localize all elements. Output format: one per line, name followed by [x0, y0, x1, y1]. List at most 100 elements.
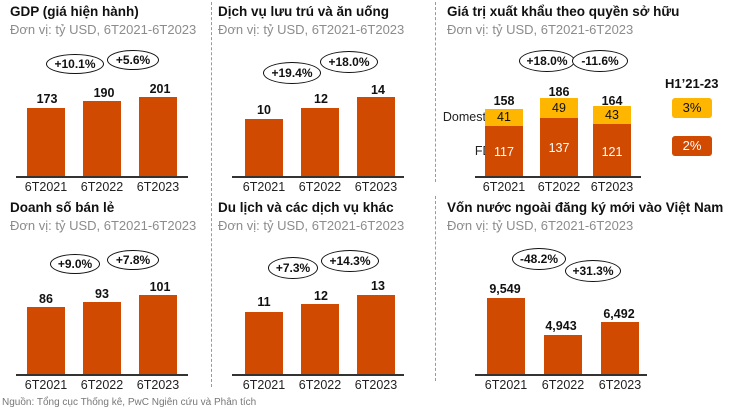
panel-fdi-new: Vốn nước ngoài đăng ký mới vào Việt Nam …: [447, 200, 730, 392]
domestic-value: 49: [552, 101, 566, 115]
panel-tourism: Du lịch và các dịch vụ khác Đơn vị: tỷ U…: [218, 200, 433, 392]
panel-exports: Giá trị xuất khẩu theo quyền sở hữu Đơn …: [443, 4, 730, 194]
x-tick-label: 6T2022: [541, 378, 585, 392]
x-tick-label: 6T2023: [136, 180, 180, 194]
x-tick-label: 6T2022: [298, 180, 342, 194]
bar: [245, 119, 283, 176]
x-tick-label: 6T2022: [298, 378, 342, 392]
x-axis: [475, 176, 641, 178]
panel-subtitle: Đơn vị: tỷ USD, 6T2021-6T2023: [447, 22, 634, 37]
x-tick-label: 6T2021: [484, 378, 528, 392]
x-tick-label: 6T2023: [598, 378, 642, 392]
bar-value: 173: [36, 92, 58, 106]
bar-value: 101: [149, 280, 171, 294]
divider-left: [211, 2, 212, 387]
domestic-value: 41: [497, 110, 511, 124]
bar-value: 12: [314, 92, 328, 106]
x-axis: [232, 374, 404, 376]
x-tick-label: 6T2023: [354, 378, 398, 392]
bar-value: 12: [314, 289, 328, 303]
source-note: Nguồn: Tổng cục Thống kê, PwC Ngiên cứu …: [2, 397, 257, 408]
panel-title: Giá trị xuất khẩu theo quyền sở hữu: [447, 4, 680, 19]
bar-fdi: [540, 118, 578, 176]
bar: [27, 108, 65, 176]
panel-subtitle: Đơn vị: tỷ USD, 6T2021-6T2023: [10, 218, 197, 233]
x-tick-label: 6T2021: [482, 180, 526, 194]
bar: [301, 108, 339, 176]
panel-gdp: GDP (giá hiện hành) Đơn vị: tỷ USD, 6T20…: [10, 4, 205, 194]
bar-total: 164: [601, 94, 623, 108]
growth-badge: -48.2%: [512, 248, 566, 270]
bar: [27, 307, 65, 374]
fdi-value: 121: [601, 145, 623, 159]
divider-right-bottom: [435, 196, 436, 381]
bar: [139, 97, 177, 176]
growth-badge: +19.4%: [263, 62, 321, 84]
panel-subtitle: Đơn vị: tỷ USD, 6T2021-6T2023: [10, 22, 197, 37]
bar: [487, 298, 525, 374]
x-axis: [232, 176, 404, 178]
bar-value: 13: [371, 279, 385, 293]
panel-title: Vốn nước ngoài đăng ký mới vào Việt Nam: [447, 200, 724, 215]
panel-title: Doanh số bán lẻ: [10, 200, 115, 215]
growth-badge: +7.3%: [268, 257, 318, 279]
growth-badge: +5.6%: [107, 50, 159, 70]
growth-badge: +31.3%: [565, 260, 621, 282]
bar-value: 10: [257, 103, 271, 117]
bar-domestic: [485, 109, 523, 126]
growth-badge: +9.0%: [50, 254, 100, 274]
bar-domestic: [540, 98, 578, 118]
bar: [357, 295, 395, 374]
legend-domestic: 3%: [672, 98, 712, 118]
panel-title: Du lịch và các dịch vụ khác: [218, 200, 394, 215]
fdi-value: 137: [548, 141, 570, 155]
panel-subtitle: Đơn vị: tỷ USD, 6T2021-6T2023: [447, 218, 634, 233]
bar-fdi: [485, 126, 523, 176]
bar-value: 86: [39, 292, 53, 306]
bar-total: 158: [493, 94, 515, 108]
panel-title: GDP (giá hiện hành): [10, 4, 139, 19]
x-axis: [475, 374, 647, 376]
domestic-value: 43: [605, 108, 619, 122]
panel-title: Dịch vụ lưu trú và ăn uống: [218, 4, 390, 19]
bar-value: 190: [93, 86, 115, 100]
series-label-domestic: Domestic: [442, 110, 495, 124]
panel-retail: Doanh số bán lẻ Đơn vị: tỷ USD, 6T2021-6…: [10, 200, 205, 392]
bar: [301, 304, 339, 374]
x-tick-label: 6T2021: [242, 180, 286, 194]
x-tick-label: 6T2023: [354, 180, 398, 194]
bar-value: 201: [149, 82, 171, 96]
divider-right: [435, 2, 436, 182]
x-tick-label: 6T2023: [136, 378, 180, 392]
bar-fdi: [593, 124, 631, 176]
panel-subtitle: Đơn vị: tỷ USD, 6T2021-6T2023: [218, 218, 405, 233]
growth-badge: +14.3%: [321, 250, 379, 272]
growth-badge: +18.0%: [519, 50, 575, 72]
bar: [83, 302, 121, 374]
growth-badge: +10.1%: [46, 54, 104, 74]
x-tick-label: 6T2021: [24, 378, 68, 392]
growth-badge: +18.0%: [320, 51, 378, 73]
bar: [83, 101, 121, 176]
x-tick-label: 6T2021: [24, 180, 68, 194]
bar: [245, 312, 283, 374]
growth-badge: -11.6%: [572, 50, 628, 72]
legend-fdi: 2%: [672, 136, 712, 156]
bar-value: 6,492: [603, 307, 635, 321]
bar-value: 93: [95, 287, 109, 301]
x-axis: [16, 176, 188, 178]
panel-accommodation: Dịch vụ lưu trú và ăn uống Đơn vị: tỷ US…: [218, 4, 433, 194]
x-tick-label: 6T2021: [242, 378, 286, 392]
panel-subtitle: Đơn vị: tỷ USD, 6T2021-6T2023: [218, 22, 405, 37]
legend-title: H1’21-23: [665, 76, 719, 91]
x-tick-label: 6T2022: [80, 378, 124, 392]
bar-value: 11: [257, 295, 271, 309]
x-tick-label: 6T2022: [80, 180, 124, 194]
bar: [139, 295, 177, 374]
bar-value: 4,943: [545, 319, 577, 333]
growth-badge: +7.8%: [107, 250, 159, 270]
x-tick-label: 6T2023: [590, 180, 634, 194]
bar-total: 186: [548, 85, 570, 99]
bar-value: 9,549: [489, 282, 521, 296]
x-axis: [16, 374, 188, 376]
